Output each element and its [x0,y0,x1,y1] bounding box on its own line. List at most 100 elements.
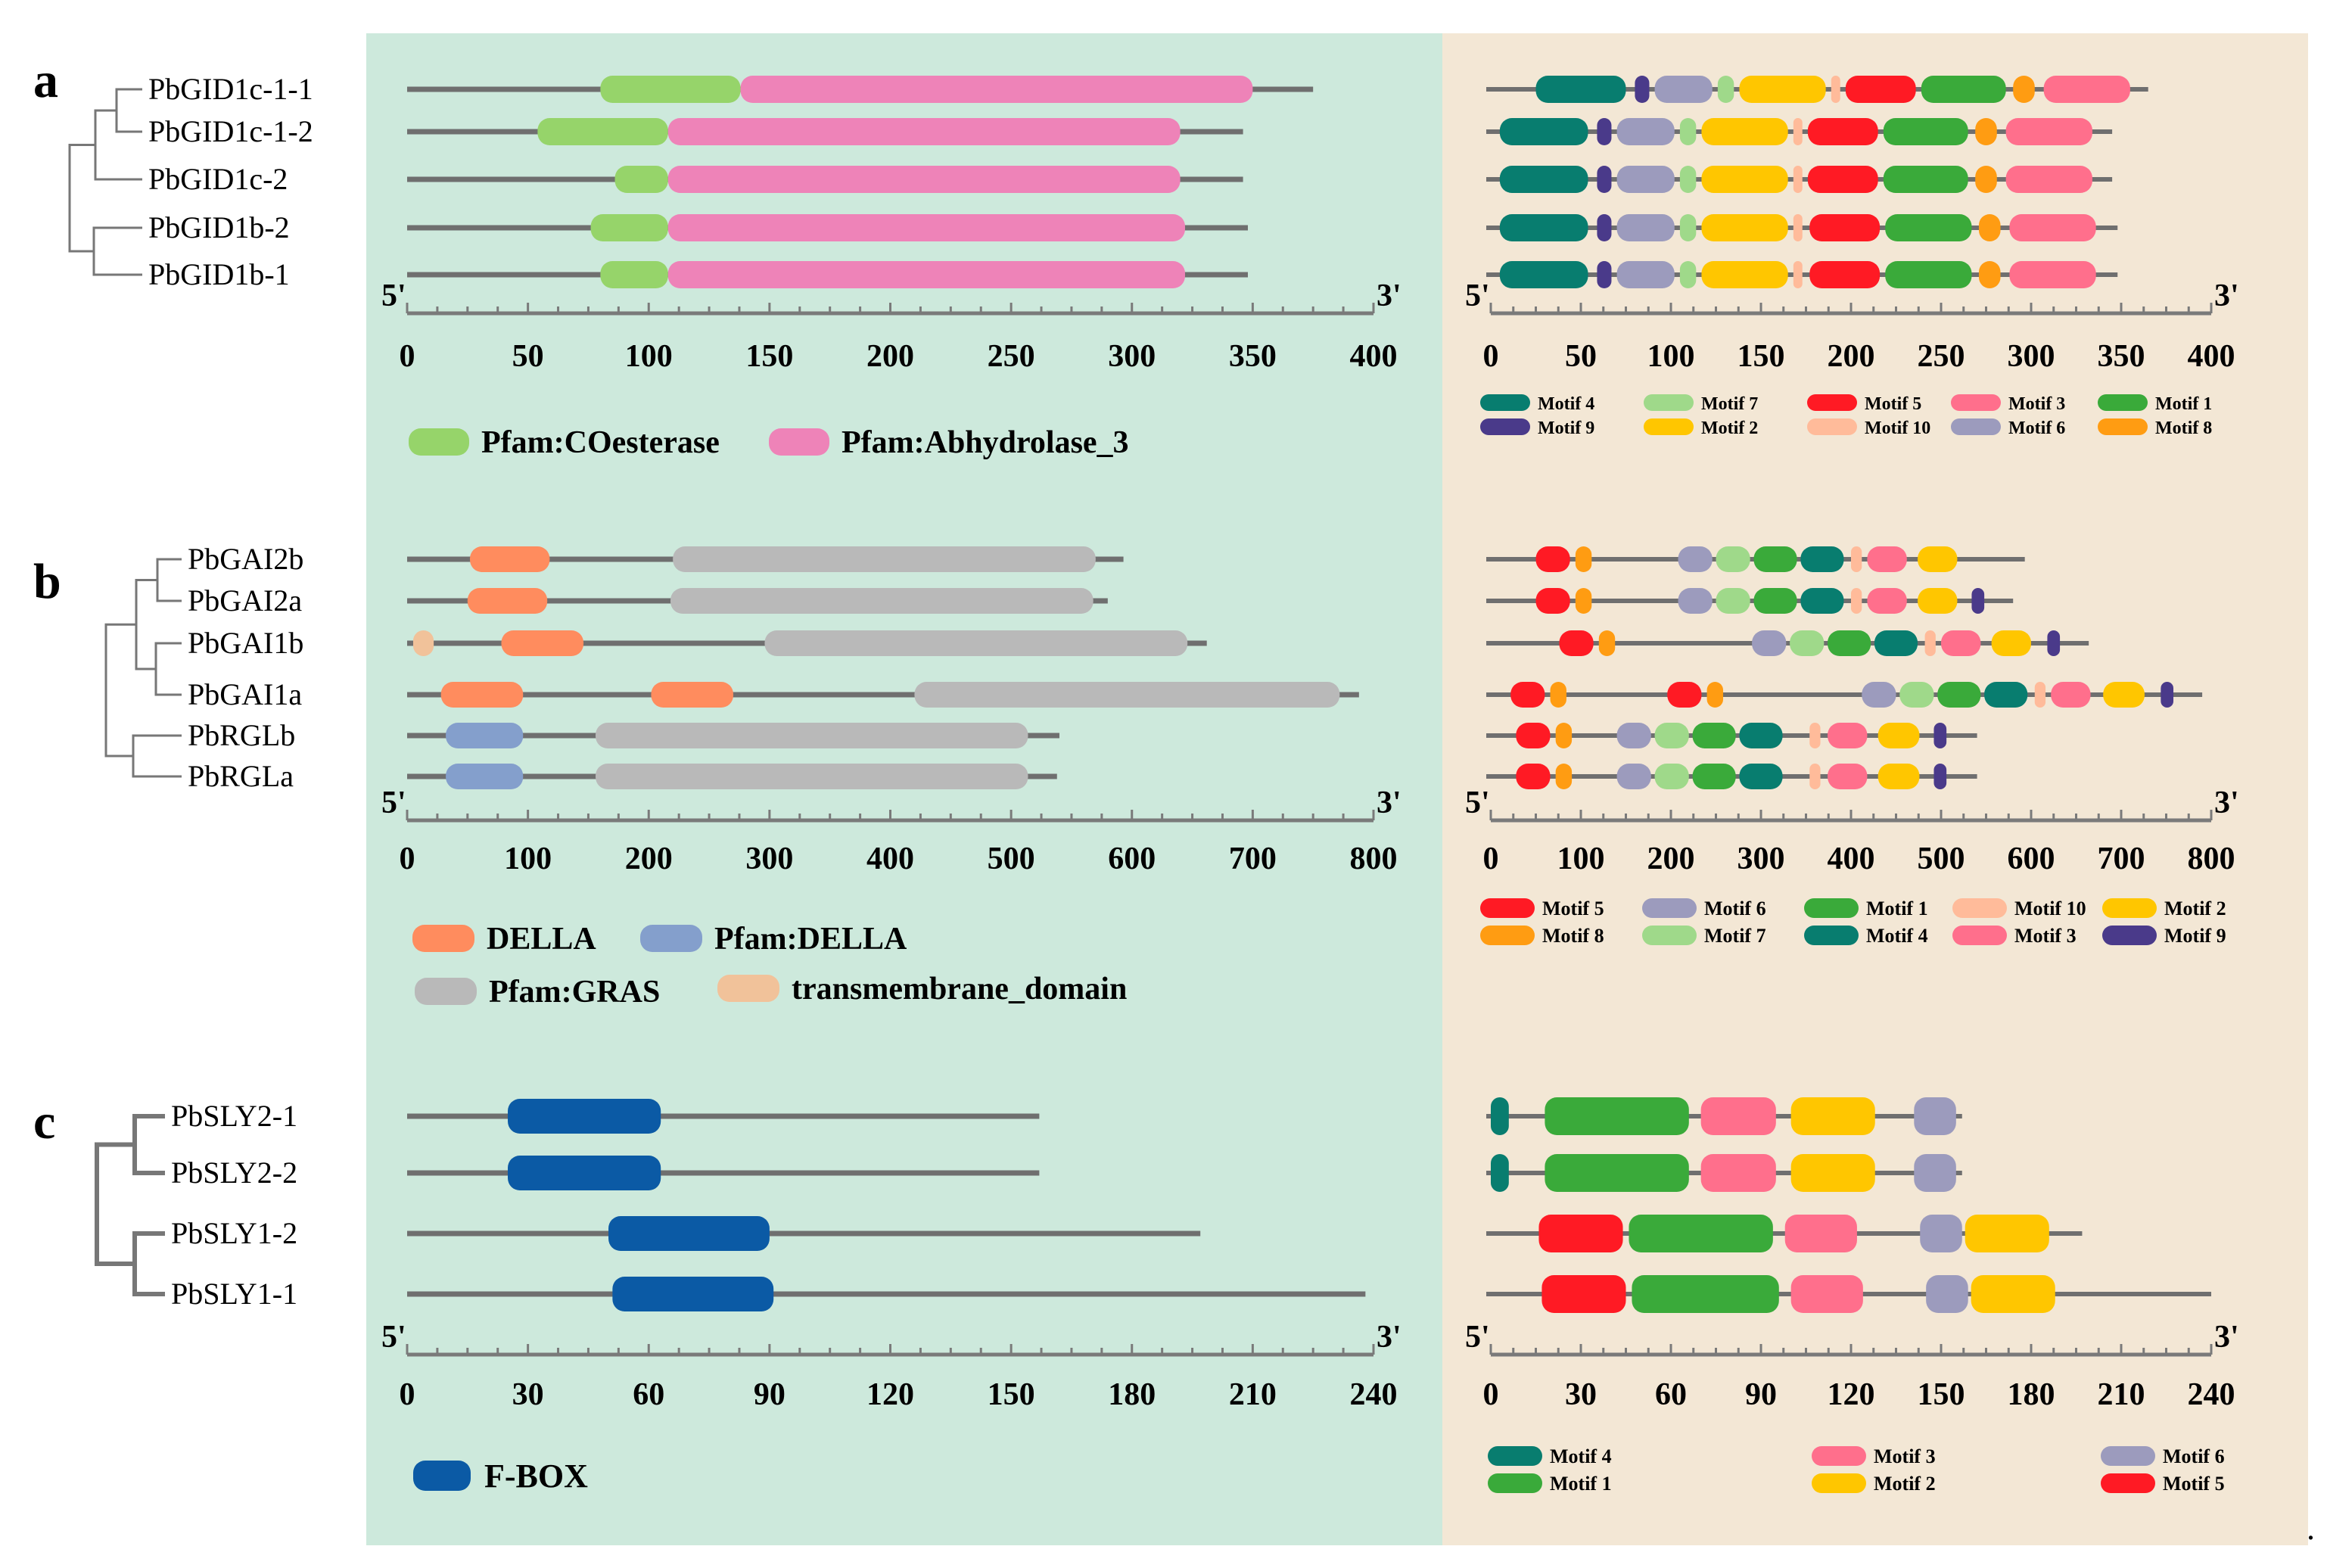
domain-coesterase [590,214,668,241]
motif-8-box [1575,588,1592,614]
legend-swatch-motif-3 [1812,1446,1866,1466]
motif-4-box [1499,214,1588,241]
motif-5-box [1510,682,1545,708]
legend-label-transmembrane: transmembrane_domain [792,972,1127,1006]
motif-10-box [1793,214,1803,241]
motif-7-box [1679,166,1697,193]
legend-swatch-motif-9 [1480,418,1530,435]
tick-label: 400 [866,842,914,876]
legend-swatch-motif-8 [1480,926,1535,945]
motif-3-box [1828,764,1868,789]
motif-2-box [1877,764,1920,789]
motif-6-box [1616,166,1675,193]
legend-swatch-motif-5 [1807,394,1857,411]
tree-branch [156,558,182,602]
panel-letter: c [33,1094,55,1150]
domain-coesterase [600,76,741,103]
motif-6-box [1920,1215,1962,1252]
motif-4-box [1499,261,1588,288]
motif-3-box [1828,723,1868,748]
motif-8-box [1555,764,1573,789]
motif-8-box [1598,630,1616,656]
legend-label-motif-6: Motif 6 [2163,1445,2225,1467]
tick-label: 400 [1350,339,1398,374]
motif-1-box [1632,1275,1779,1313]
legend-label-motif-8: Motif 8 [2155,418,2212,438]
gene-label-pbgid1c-1-1: PbGID1c-1-1 [148,72,313,106]
tick-label: 60 [633,1377,664,1412]
tree-branch [92,226,142,276]
domain-abhydrolase-3 [667,214,1185,241]
motif-1-box [1885,261,1972,288]
motif-8-box [2013,76,2035,103]
tick-label: 120 [866,1377,914,1412]
tick-label: 30 [1565,1377,1597,1412]
motif-5-box [1809,214,1881,241]
motif-6-box [1914,1154,1956,1192]
gene-label-pbgai1a: PbGAI1a [188,677,302,711]
legend-label-motif-4: Motif 4 [1550,1445,1612,1467]
tick-label: 0 [1483,339,1499,374]
motif-6-box [1616,214,1675,241]
tick-label: 300 [2008,339,2055,374]
gene-label-pbrglb: PbRGLb [188,718,295,752]
motif-row-pbsly1-2 [1486,1215,2083,1252]
domain-row-pbrglb [407,723,1059,748]
domain-row-pbgai2b [407,546,1124,572]
legend-swatch-abhydrolase-3 [769,428,829,456]
legend-label-abhydrolase-3: Pfam:Abhydrolase_3 [842,425,1129,460]
motif-5-box [1807,166,1878,193]
motif-6-box [1926,1275,1968,1313]
tick-label: 400 [1828,842,1875,876]
legend-swatch-motif-1 [2098,394,2148,411]
motif-8-box [1550,682,1566,708]
phylogenetic-tree [68,88,142,276]
tick-label: 210 [1229,1377,1277,1412]
motif-5-box [1535,588,1570,614]
motif-2-box [1877,723,1920,748]
legend-label-motif-8: Motif 8 [1542,925,1604,947]
domain-della [651,682,733,708]
legend-label-motif-7: Motif 7 [1704,925,1766,947]
motif-3-box [2051,682,2091,708]
motif-8-box [1975,118,1997,145]
motif-2-box [1701,261,1788,288]
tree-branch [115,88,142,133]
legend-label-motif-9: Motif 9 [1538,418,1594,438]
legend-swatch-fbox [413,1461,471,1491]
tick-label: 90 [1745,1377,1777,1412]
tree-branch [132,1114,165,1175]
motif-5-box [1667,682,1702,708]
gene-label-pbgai2b: PbGAI2b [188,542,303,576]
tick-label: 700 [2098,842,2145,876]
motif-1-box [1883,166,1968,193]
motif-row-pbgid1c-1-1 [1486,76,2148,103]
motif-2-box [1918,588,1958,614]
motif-2-box [1739,76,1826,103]
tick-label: 50 [512,339,544,374]
motif-row-pbsly1-1 [1486,1275,2211,1313]
motif-10-box [2034,682,2046,708]
domain-row-pbsly2-2 [407,1156,1040,1190]
tick-label: 150 [1918,1377,1965,1412]
motif-9-box [1597,118,1612,145]
legend-label-motif-6: Motif 6 [1704,898,1766,919]
domain-della [467,588,548,614]
legend-label-motif-2: Motif 2 [1701,418,1758,438]
domain-della [501,630,584,656]
motif-9-box [1635,76,1650,103]
domain-axis: 0 30 60 90 120 150 180 210 240 5' 3' [381,1320,1401,1412]
motif-4-box [1739,723,1783,748]
motif-6-box [1616,118,1675,145]
tick-label: 150 [1737,339,1785,374]
panel-letter: a [33,53,58,108]
motif-2-box [2103,682,2145,708]
tick-label: 0 [1483,842,1499,876]
tick-label: 150 [745,339,793,374]
motif-7-box [1716,588,1750,614]
motif-6-box [1616,723,1651,748]
motif-3-box [2009,214,2096,241]
motif-9-box [2161,682,2174,708]
motif-3-box [1700,1154,1776,1192]
tick-label: 600 [1108,842,1156,876]
